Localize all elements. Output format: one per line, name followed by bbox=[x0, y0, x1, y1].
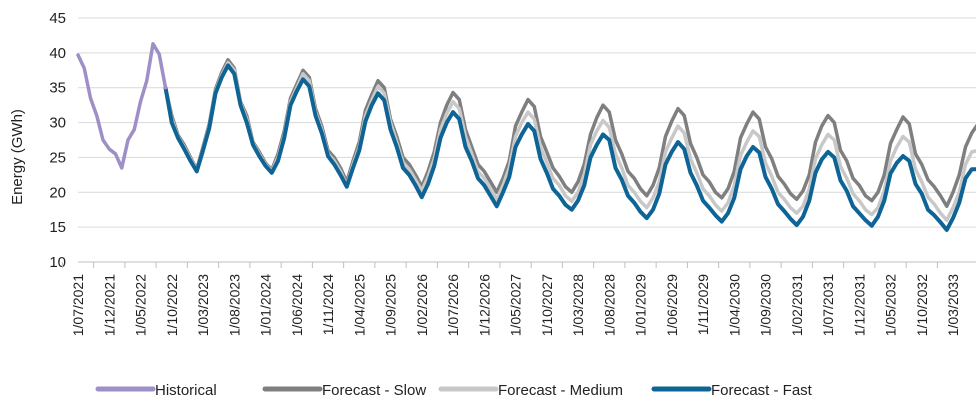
series-line-forecast-fast bbox=[166, 65, 976, 230]
x-tick-label: 1/01/2024 bbox=[258, 274, 274, 336]
x-tick-label: 1/07/2031 bbox=[820, 274, 836, 336]
x-tick-label: 1/05/2032 bbox=[883, 274, 899, 336]
x-tick-label: 1/03/2033 bbox=[945, 274, 961, 336]
x-tick-label: 1/11/2029 bbox=[695, 274, 711, 335]
x-tick-label: 1/05/2022 bbox=[133, 274, 149, 336]
x-tick-label: 1/07/2021 bbox=[70, 274, 86, 336]
legend-label: Historical bbox=[155, 382, 217, 399]
x-tick-label: 1/01/2029 bbox=[633, 274, 649, 336]
y-tick-label: 30 bbox=[49, 115, 66, 132]
y-tick-label: 40 bbox=[49, 45, 66, 62]
x-tick-label: 1/02/2031 bbox=[789, 274, 805, 336]
y-tick-label: 20 bbox=[49, 184, 66, 201]
x-tick-label: 1/11/2024 bbox=[320, 274, 336, 335]
x-tick-label: 1/05/2027 bbox=[508, 274, 524, 336]
series-line-forecast-medium bbox=[166, 63, 976, 221]
y-tick-label: 15 bbox=[49, 219, 66, 236]
x-tick-label: 1/03/2028 bbox=[570, 274, 586, 336]
y-tick-label: 45 bbox=[49, 10, 66, 27]
legend-label: Forecast - Medium bbox=[498, 382, 623, 399]
x-tick-label: 1/09/2030 bbox=[758, 274, 774, 336]
x-tick-label: 1/10/2032 bbox=[914, 274, 930, 336]
y-tick-label: 10 bbox=[49, 254, 66, 271]
x-tick-label: 1/03/2023 bbox=[195, 274, 211, 336]
x-tick-label: 1/08/2023 bbox=[226, 274, 242, 336]
x-tick-label: 1/09/2025 bbox=[383, 274, 399, 336]
legend-label: Forecast - Slow bbox=[322, 382, 426, 399]
series-lines bbox=[78, 44, 976, 230]
x-tick-label: 1/12/2031 bbox=[851, 274, 867, 336]
x-tick-label: 1/02/2026 bbox=[414, 274, 430, 336]
x-tick-label: 1/07/2026 bbox=[445, 274, 461, 336]
x-tick-label: 1/06/2029 bbox=[664, 274, 680, 336]
y-axis-title: Energy (GWh) bbox=[9, 109, 26, 205]
x-tick-label: 1/04/2030 bbox=[726, 274, 742, 336]
y-tick-label: 25 bbox=[49, 149, 66, 166]
legend-label: Forecast - Fast bbox=[711, 382, 813, 399]
series-line-historical bbox=[78, 44, 166, 168]
x-tick-label: 1/08/2028 bbox=[601, 274, 617, 336]
x-tick-label: 1/06/2024 bbox=[289, 274, 305, 336]
x-tick-label: 1/10/2027 bbox=[539, 274, 555, 336]
legend: Historical Forecast - Slow Forecast - Medi… bbox=[98, 382, 813, 399]
x-tick-label: 1/10/2022 bbox=[164, 274, 180, 336]
y-tick-label: 35 bbox=[49, 80, 66, 97]
x-tick-label: 1/12/2026 bbox=[476, 274, 492, 336]
x-tick-label: 1/04/2025 bbox=[351, 274, 367, 336]
x-tick-label: 1/12/2021 bbox=[101, 274, 117, 336]
